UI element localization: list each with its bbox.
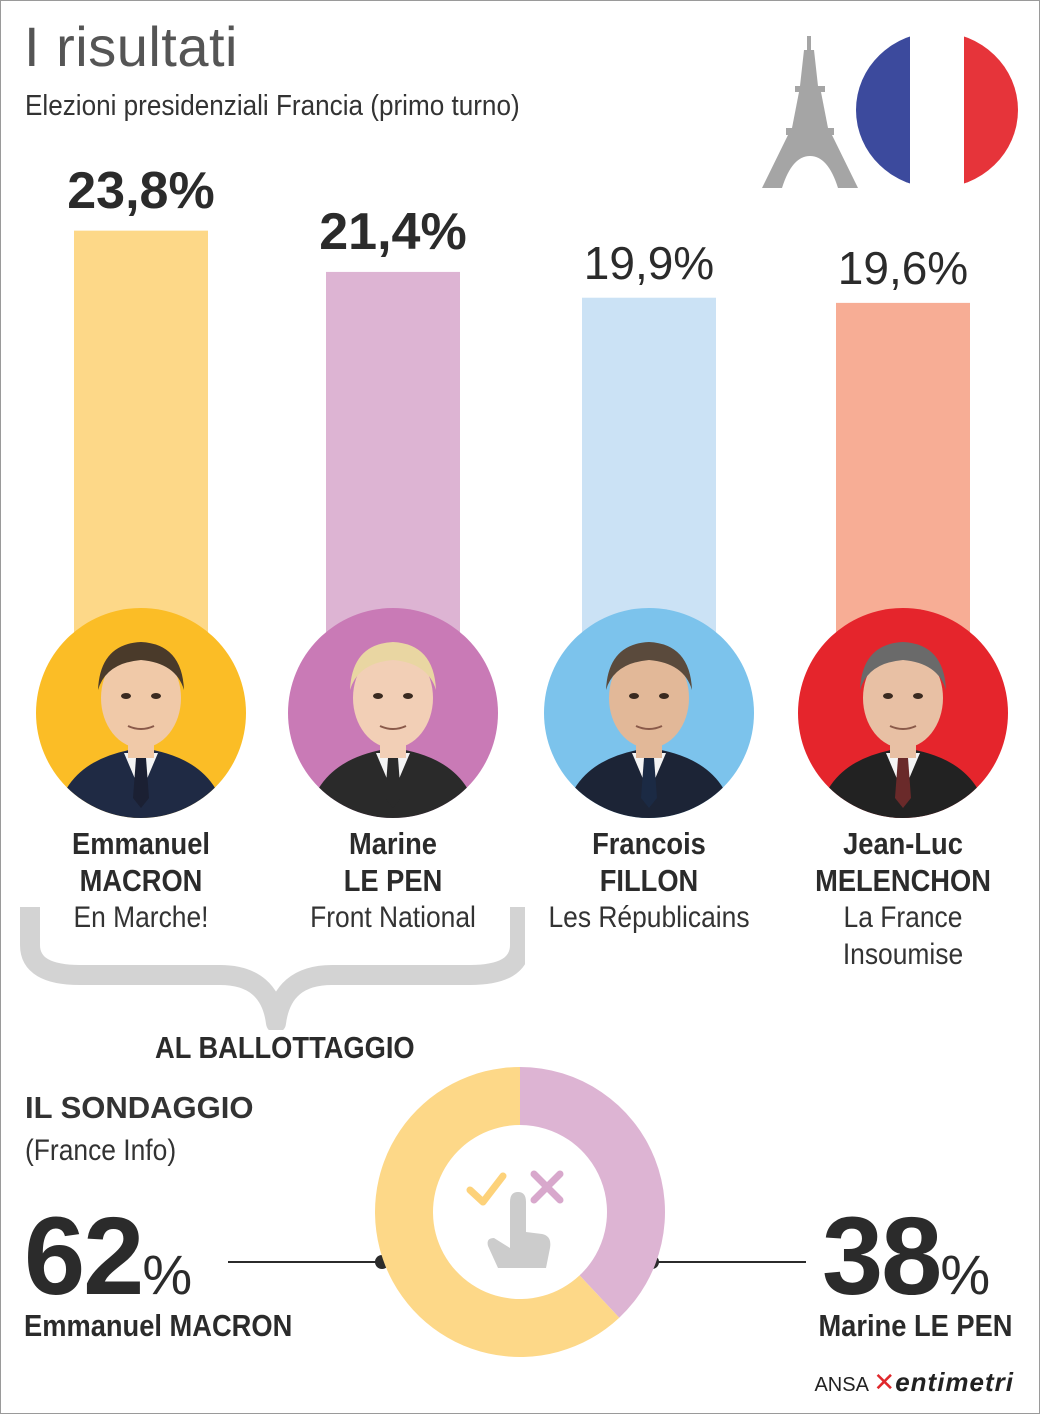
donut-slice-lepen <box>520 1067 665 1318</box>
credit-agency: ANSA <box>814 1374 868 1396</box>
cross-icon <box>530 1170 564 1204</box>
connector-line-left <box>228 1261 378 1263</box>
bar-2 <box>582 297 716 640</box>
poll-right-unit: % <box>940 1243 991 1306</box>
poll-left-value: 62% <box>24 1202 192 1330</box>
page-title: I risultati <box>24 15 238 78</box>
bar-chart <box>74 230 970 640</box>
portrait-drawing <box>308 642 478 818</box>
candidate-party: La France <box>843 901 963 934</box>
portrait-drawing <box>56 642 226 818</box>
candidate-photo <box>288 608 498 818</box>
candidate-first-name: Marine <box>349 826 437 861</box>
poll-left-name: Emmanuel MACRON <box>24 1308 293 1343</box>
poll-left-number: 62 <box>24 1195 144 1318</box>
candidate-photo <box>544 608 754 818</box>
candidate-photo <box>798 608 1008 818</box>
vote-icons <box>466 1170 564 1268</box>
flag-white-stripe <box>910 32 964 188</box>
candidate-first-name: Francois <box>592 826 706 861</box>
connector-line-right <box>656 1261 806 1263</box>
credit-brand: entimetri <box>895 1367 1014 1397</box>
portrait-drawing <box>818 642 988 818</box>
candidate-last-name: LE PEN <box>343 863 443 898</box>
bar-value-label: 19,9% <box>583 236 715 289</box>
hand-pointer-icon <box>487 1192 551 1268</box>
poll-right-value: 38% <box>822 1202 990 1330</box>
poll-left-unit: % <box>142 1243 193 1306</box>
poll-title: IL SONDAGGIO <box>25 1090 254 1125</box>
candidate-name-block: Francois FILLON Les Républicains <box>519 825 779 936</box>
candidate-photo <box>36 608 246 818</box>
candidate-last-name: MACRON <box>79 863 203 898</box>
check-icon <box>466 1172 507 1206</box>
bar-1 <box>326 271 460 640</box>
credit-line: ANSA ✕entimetri <box>814 1367 1014 1398</box>
poll-source: (France Info) <box>25 1134 177 1167</box>
ballottaggio-bracket <box>20 907 525 1030</box>
ballottaggio-label: AL BALLOTTAGGIO <box>155 1030 415 1065</box>
poll-right-name: Marine LE PEN <box>817 1308 1012 1343</box>
eiffel-tower-icon <box>762 36 858 188</box>
candidate-first-name: Jean-Luc <box>843 826 963 861</box>
bar-0 <box>74 230 208 640</box>
donut-slice-macron <box>375 1067 620 1357</box>
bar-value-label: 21,4% <box>319 202 467 261</box>
candidate-name-block: Marine LE PEN Front National <box>263 825 523 936</box>
portrait-drawing <box>564 642 734 818</box>
candidate-party: Insoumise <box>842 938 964 971</box>
page-subtitle: Elezioni presidenziali Francia (primo tu… <box>25 90 520 122</box>
candidate-last-name: FILLON <box>599 863 699 898</box>
centimetri-logo-icon: ✕ <box>873 1367 896 1397</box>
bar-3 <box>836 302 970 640</box>
candidate-party: Front National <box>310 901 476 934</box>
candidate-name-block: Jean-Luc MELENCHON La France Insoumise <box>773 825 1033 973</box>
poll-right-number: 38 <box>822 1195 942 1318</box>
poll-donut-chart <box>375 1067 665 1357</box>
candidate-name-block: Emmanuel MACRON En Marche! <box>11 825 271 936</box>
candidate-last-name: MELENCHON <box>815 863 991 898</box>
bar-value-label: 19,6% <box>837 241 969 294</box>
bar-value-label: 23,8% <box>67 161 215 220</box>
candidate-first-name: Emmanuel <box>72 826 210 861</box>
candidate-party: En Marche! <box>73 901 209 934</box>
candidate-party: Les Républicains <box>548 901 750 934</box>
